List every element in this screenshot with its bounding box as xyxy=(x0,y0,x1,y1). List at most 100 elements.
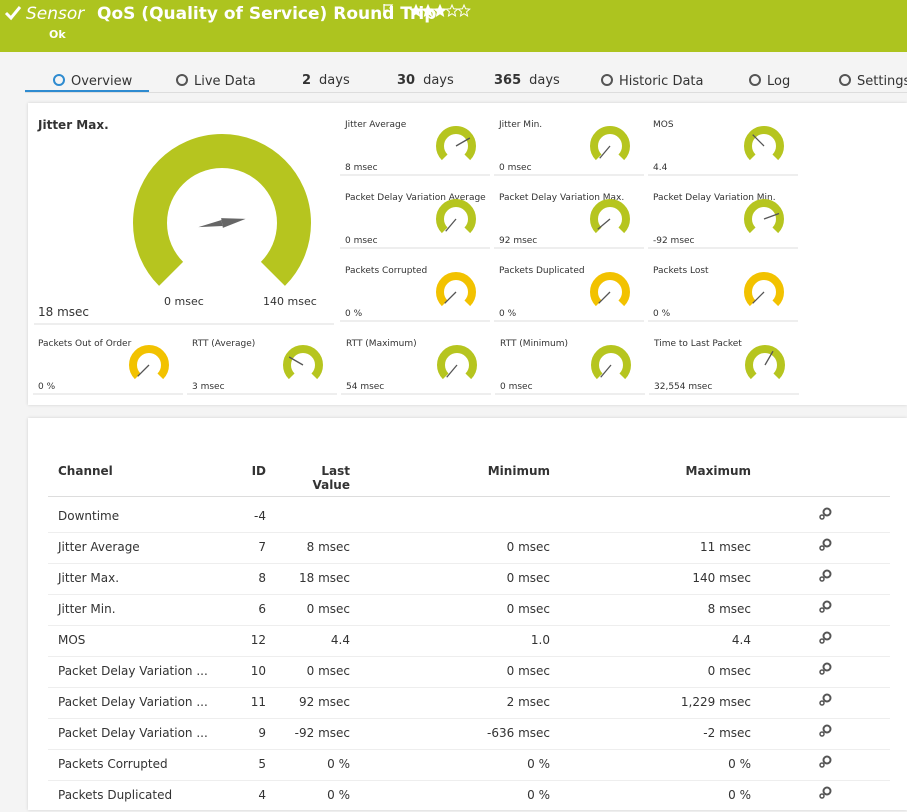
priority-stars[interactable] xyxy=(382,2,474,20)
cell-last: 8 msec xyxy=(306,540,350,554)
gauge-label: RTT (Average) xyxy=(192,339,255,349)
gauge-max: 140 msec xyxy=(263,295,317,308)
channel-settings-icon[interactable] xyxy=(818,538,832,552)
cell-channel[interactable]: Jitter Max. xyxy=(58,571,120,585)
cell-id: -4 xyxy=(254,509,266,523)
row-rule xyxy=(48,656,890,657)
column-header[interactable]: Channel xyxy=(58,464,113,478)
icon-shape xyxy=(819,762,825,768)
gauge-value: 0 % xyxy=(345,309,363,319)
cell-min: 0 msec xyxy=(506,571,550,585)
gauge-min: 0 msec xyxy=(164,295,204,308)
tab[interactable]: 2 days xyxy=(302,73,350,88)
tab[interactable]: 365 days xyxy=(494,73,560,88)
cell-last: -92 msec xyxy=(294,726,350,740)
gauge-label: Packets Duplicated xyxy=(499,266,585,276)
sensor-status: Ok xyxy=(49,28,66,41)
gauge-needle xyxy=(598,291,611,304)
tab[interactable]: 30 days xyxy=(397,73,454,88)
cell-channel[interactable]: Packet Delay Variation ... xyxy=(58,695,208,709)
cell-id: 12 xyxy=(250,633,266,647)
tab[interactable]: Live Data xyxy=(175,73,256,89)
icon-shape xyxy=(819,607,825,613)
cell-min: 0 msec xyxy=(506,602,550,616)
tab-icon xyxy=(53,74,65,86)
gauge-value: 0 msec xyxy=(499,163,532,173)
gauge-label: RTT (Maximum) xyxy=(346,339,417,349)
gauge-arc xyxy=(129,345,169,380)
tab[interactable]: Overview xyxy=(52,73,132,89)
tab-count: 2 xyxy=(302,73,312,88)
channel-settings-icon[interactable] xyxy=(818,724,832,738)
gauge-needle xyxy=(764,350,774,366)
sensor-title: QoS (Quality of Service) Round Trip xyxy=(97,4,437,24)
star[interactable] xyxy=(457,3,471,17)
cell-channel[interactable]: Jitter Min. xyxy=(58,602,116,616)
header-bar: Sensor QoS (Quality of Service) Round Tr… xyxy=(0,0,907,52)
gauge-label: Jitter Max. xyxy=(37,118,109,132)
cell-min: 0 msec xyxy=(506,664,550,678)
cell-last: 92 msec xyxy=(298,695,350,709)
channel-settings-icon[interactable] xyxy=(818,631,832,645)
channel-settings-icon[interactable] xyxy=(818,755,832,769)
channel-settings-icon[interactable] xyxy=(818,693,832,707)
cell-id: 8 xyxy=(258,571,266,585)
cell-channel[interactable]: Packet Delay Variation ... xyxy=(58,726,208,740)
tab[interactable]: Historic Data xyxy=(600,73,704,89)
column-header[interactable]: Last Value xyxy=(312,464,350,492)
gauge-panel: Jitter Max. 0 msec 140 msec 18 msec Jitter A… xyxy=(28,103,907,405)
gauge-needle xyxy=(752,291,765,304)
icon-shape xyxy=(749,74,761,86)
icon-shape xyxy=(819,700,825,706)
star[interactable] xyxy=(445,3,459,17)
tab[interactable]: Settings xyxy=(838,73,907,89)
gauge-value: 0 % xyxy=(38,382,56,392)
gauge-needle xyxy=(137,364,150,377)
channel-settings-icon[interactable] xyxy=(818,662,832,676)
cell-last: 0 % xyxy=(327,788,350,802)
cell-last: 18 msec xyxy=(298,571,350,585)
star[interactable] xyxy=(433,3,447,17)
cell-channel[interactable]: Packets Duplicated xyxy=(58,788,173,802)
star[interactable] xyxy=(409,3,423,17)
channel-settings-icon[interactable] xyxy=(818,507,832,521)
icon-shape xyxy=(819,638,825,644)
icon-shape xyxy=(822,569,832,579)
active-tab-underline xyxy=(25,90,149,92)
gauge-arc xyxy=(590,199,630,234)
cell-channel[interactable]: Packet Delay Variation ... xyxy=(58,664,208,678)
column-header[interactable]: Minimum xyxy=(487,464,550,478)
tab[interactable]: Log xyxy=(748,73,790,89)
cell-max: 8 msec xyxy=(707,602,751,616)
cell-id: 4 xyxy=(258,788,266,802)
tab-count: 30 xyxy=(397,73,416,88)
icon-shape xyxy=(822,538,832,548)
row-rule xyxy=(48,749,890,750)
gauge-needle xyxy=(455,137,471,147)
icon-shape xyxy=(819,793,825,799)
channel-settings-icon[interactable] xyxy=(818,786,832,800)
cell-min: 1.0 xyxy=(530,633,550,647)
cell-channel[interactable]: MOS xyxy=(58,633,86,647)
icon-shape xyxy=(822,724,832,734)
channel-table: Channel ID Last Value Minimum Maximum Downtim… xyxy=(28,418,907,812)
gauge-label: Time to Last Packet xyxy=(653,339,742,349)
gauge-label: Packet Delay Variation Min. xyxy=(653,193,776,203)
row-rule xyxy=(48,563,890,564)
column-header[interactable]: ID xyxy=(251,464,266,478)
tab-label: Historic Data xyxy=(619,74,704,89)
cell-channel[interactable]: Downtime xyxy=(58,509,120,523)
channel-settings-icon[interactable] xyxy=(818,600,832,614)
icon-shape xyxy=(822,693,832,703)
star[interactable] xyxy=(421,3,435,17)
cell-channel[interactable]: Jitter Average xyxy=(58,540,140,554)
header-rule xyxy=(48,496,890,497)
column-header[interactable]: Maximum xyxy=(685,464,751,478)
icon-shape xyxy=(822,507,832,517)
cell-id: 5 xyxy=(258,757,266,771)
cell-channel[interactable]: Packets Corrupted xyxy=(58,757,168,771)
icon-shape xyxy=(819,545,825,551)
icon-shape xyxy=(819,731,825,737)
channel-settings-icon[interactable] xyxy=(818,569,832,583)
tab-icon xyxy=(749,74,761,86)
